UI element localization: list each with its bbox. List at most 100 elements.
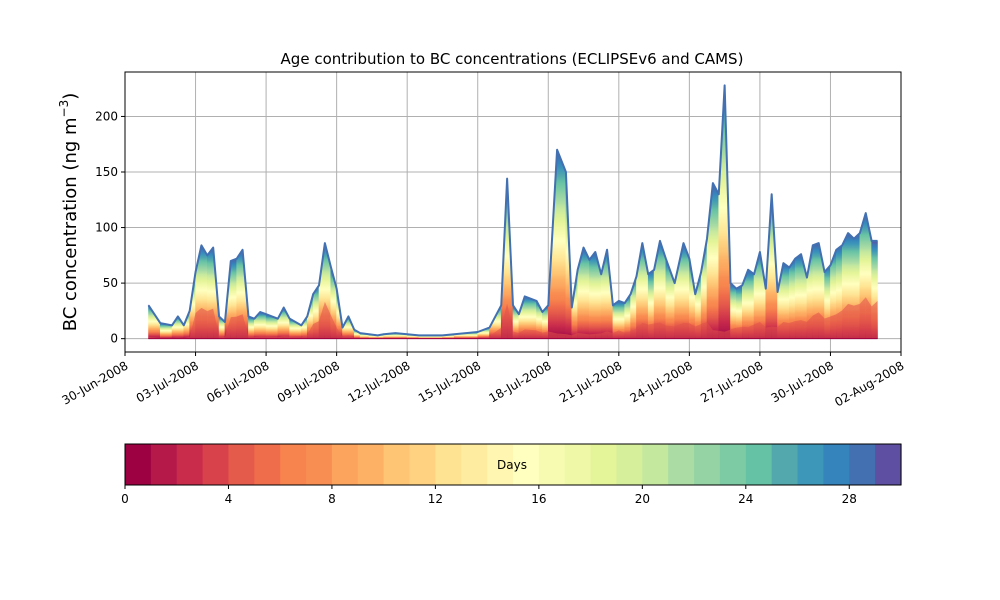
colorbar-tick-label: 12 <box>428 492 443 506</box>
young-age-slice <box>836 310 843 339</box>
colorbar-bin <box>202 444 230 485</box>
colorbar-bin <box>564 444 592 485</box>
young-age-slice <box>201 307 208 339</box>
colorbar-bin <box>823 444 850 485</box>
colorbar-bin <box>513 444 540 485</box>
young-age-slice <box>283 336 290 339</box>
young-age-slice <box>224 317 231 339</box>
young-age-slice <box>207 308 214 339</box>
colorbar-bin <box>745 444 773 485</box>
y-tick-label: 150 <box>95 165 118 179</box>
colorbar-bin <box>228 444 255 485</box>
colorbar-tick-label: 24 <box>738 492 753 506</box>
colorbar-tick-label: 0 <box>121 492 129 506</box>
young-age-slice <box>189 313 196 339</box>
young-age-slice <box>748 324 755 339</box>
colorbar-bin <box>383 444 411 485</box>
age-stack-slice <box>589 251 596 339</box>
young-age-slice <box>795 320 802 339</box>
young-age-slice <box>595 333 602 339</box>
colorbar-bin <box>668 444 695 485</box>
colorbar-bin <box>254 444 281 485</box>
young-age-slice <box>789 321 796 339</box>
young-age-slice <box>336 327 343 339</box>
colorbar-bin <box>125 444 152 485</box>
young-age-slice <box>806 315 813 339</box>
young-age-slice <box>848 303 854 339</box>
young-age-slice <box>771 326 778 339</box>
young-age-slice <box>618 330 625 339</box>
young-age-slice <box>477 336 490 339</box>
colorbar-bin <box>694 444 721 485</box>
colorbar-bin <box>590 444 618 485</box>
young-age-slice <box>865 297 872 339</box>
young-age-slice <box>689 323 696 339</box>
young-age-slice <box>289 336 302 339</box>
total-concentration-line <box>147 84 878 337</box>
young-age-slice <box>783 322 790 339</box>
colorbar-bin <box>306 444 333 485</box>
young-age-slice <box>818 312 825 339</box>
young-age-slice <box>736 326 743 339</box>
colorbar-axis: 0 4 8 12 16 20 24 28 <box>121 485 857 506</box>
colorbar-bin <box>642 444 669 485</box>
x-tick-label: 02-Aug-2008 <box>832 358 906 409</box>
chart-title: Age contribution to BC concentrations (E… <box>281 50 744 68</box>
young-age-slice <box>712 330 719 339</box>
young-age-slice <box>612 330 619 339</box>
young-age-slice <box>266 336 278 339</box>
young-age-slice <box>830 314 837 339</box>
young-age-slice <box>648 323 655 339</box>
young-age-slice <box>213 308 220 339</box>
young-age-slice <box>277 336 284 339</box>
young-age-slice <box>730 327 737 339</box>
colorbar-frame <box>124 443 902 486</box>
young-age-slice <box>348 335 355 339</box>
x-tick-label: 09-Jul-2008 <box>275 358 342 405</box>
young-age-slice <box>642 322 649 339</box>
y-tick-label: 50 <box>103 276 118 290</box>
young-age-slice <box>777 322 784 339</box>
young-age-slice <box>307 324 314 339</box>
colorbar-bin <box>875 444 902 485</box>
colorbar-tick-label: 8 <box>328 492 336 506</box>
x-tick-label: 15-Jul-2008 <box>416 358 483 405</box>
young-age-slice <box>871 301 878 339</box>
young-age-slice <box>765 326 772 339</box>
young-age-slice <box>718 330 725 339</box>
young-age-slice <box>742 326 749 339</box>
young-age-slice <box>248 336 255 339</box>
young-age-slice <box>501 303 508 339</box>
x-tick-label: 24-Jul-2008 <box>628 358 695 405</box>
young-age-slice <box>489 327 502 339</box>
young-age-slice <box>674 322 684 339</box>
young-age-slice <box>577 332 584 339</box>
young-age-slice <box>665 325 675 339</box>
young-age-slice <box>236 314 243 339</box>
young-age-slice <box>524 329 537 339</box>
young-age-slice <box>301 335 308 339</box>
colorbar-bin <box>771 444 799 485</box>
colorbar <box>125 444 902 485</box>
young-age-slice <box>624 331 631 339</box>
x-tick-label: 18-Jul-2008 <box>486 358 553 405</box>
young-age-slice <box>759 321 766 339</box>
young-age-slice <box>701 322 707 339</box>
young-age-slice <box>548 331 558 339</box>
y-axis-label-main: BC concentration (ng m <box>60 117 81 331</box>
young-age-slice <box>542 331 549 339</box>
young-age-slice <box>319 301 325 339</box>
colorbar-bin <box>409 444 436 485</box>
stacked-area-plot <box>147 84 878 340</box>
colorbar-bin <box>849 444 876 485</box>
young-age-slice <box>607 331 613 339</box>
young-age-slice <box>801 320 807 339</box>
colorbar-bin <box>331 444 359 485</box>
colorbar-label: Days <box>497 458 527 472</box>
y-axis: 0 50 100 150 200 <box>95 109 125 346</box>
colorbar-bin <box>150 444 178 485</box>
young-age-slice <box>824 316 831 339</box>
colorbar-bin <box>719 444 747 485</box>
colorbar-bin <box>461 444 488 485</box>
